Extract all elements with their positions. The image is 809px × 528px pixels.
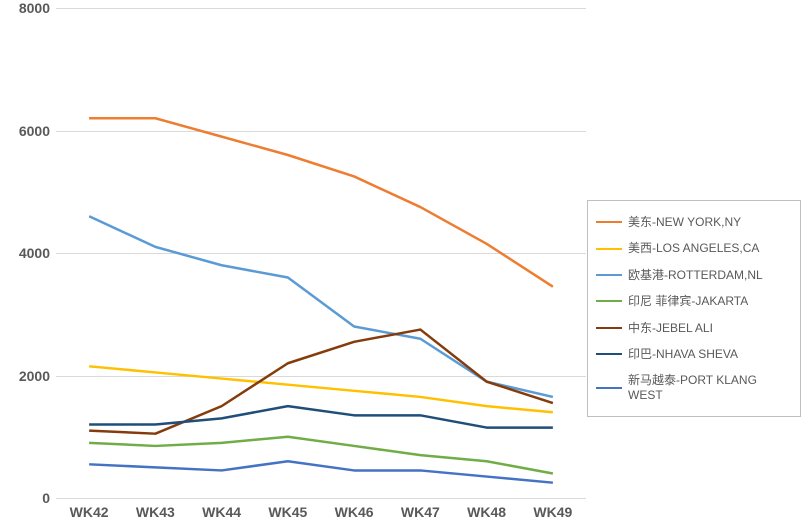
legend-label: 欧基港-ROTTERDAM,NL — [628, 268, 763, 282]
legend-label: 新马越泰-PORT KLANG WEST — [628, 373, 792, 402]
x-tick-label: WK42 — [70, 504, 109, 520]
legend-label: 美西-LOS ANGELES,CA — [628, 241, 759, 255]
legend-label: 中东-JEBEL ALI — [628, 321, 713, 335]
x-tick-label: WK43 — [136, 504, 175, 520]
x-tick-label: WK46 — [335, 504, 374, 520]
legend-label: 印巴-NHAVA SHEVA — [628, 347, 738, 361]
lines-layer — [56, 8, 586, 498]
legend-swatch — [596, 327, 622, 329]
x-tick-label: WK48 — [467, 504, 506, 520]
legend-label: 美东-NEW YORK,NY — [628, 215, 741, 229]
y-tick-label: 2000 — [0, 368, 50, 384]
legend-item-la: 美西-LOS ANGELES,CA — [594, 235, 794, 261]
legend-item-jebel: 中东-JEBEL ALI — [594, 315, 794, 341]
legend-item-nhava: 印巴-NHAVA SHEVA — [594, 341, 794, 367]
y-tick-label: 0 — [0, 490, 50, 506]
series-line-nhava — [89, 406, 553, 427]
legend-item-pkw: 新马越泰-PORT KLANG WEST — [594, 367, 794, 408]
y-tick-label: 4000 — [0, 245, 50, 261]
x-tick-label: WK47 — [401, 504, 440, 520]
y-tick-label: 6000 — [0, 123, 50, 139]
legend-swatch — [596, 387, 622, 389]
legend-swatch — [596, 274, 622, 276]
series-line-ny — [89, 118, 553, 286]
plot-area — [56, 8, 586, 499]
legend-item-jkt: 印尼 菲律宾-JAKARTA — [594, 288, 794, 314]
legend-item-rot: 欧基港-ROTTERDAM,NL — [594, 262, 794, 288]
y-tick-label: 8000 — [0, 0, 50, 16]
legend-item-ny: 美东-NEW YORK,NY — [594, 209, 794, 235]
series-line-pkw — [89, 461, 553, 482]
legend-label: 印尼 菲律宾-JAKARTA — [628, 294, 748, 308]
legend-swatch — [596, 353, 622, 355]
line-chart: 0 2000 4000 6000 8000 WK42 WK43 WK44 WK45 WK46 WK… — [0, 0, 809, 528]
series-line-jebel — [89, 330, 553, 434]
x-tick-label: WK44 — [202, 504, 241, 520]
series-line-la — [89, 366, 553, 412]
x-tick-label: WK49 — [533, 504, 572, 520]
legend-swatch — [596, 300, 622, 302]
legend-swatch — [596, 248, 622, 250]
legend: 美东-NEW YORK,NY 美西-LOS ANGELES,CA 欧基港-ROTTE… — [587, 200, 801, 417]
legend-swatch — [596, 221, 622, 223]
x-tick-label: WK45 — [268, 504, 307, 520]
